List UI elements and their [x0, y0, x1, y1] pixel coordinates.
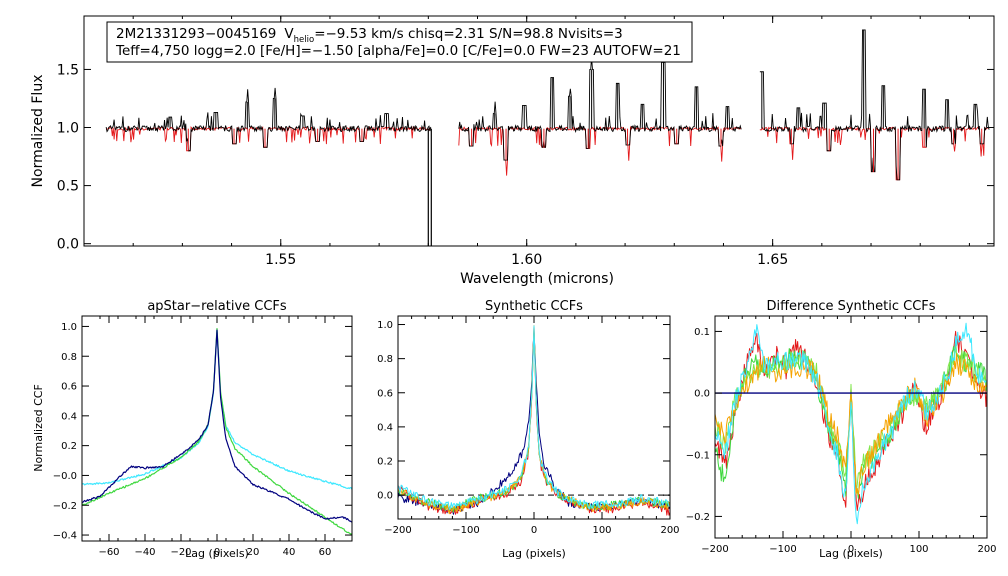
difference-ccf-x-axis-label: Lag (pixels) [819, 547, 883, 560]
synthetic-ccf-panel: −200 −100 0 100 200 0.0 0.2 0.4 0.6 0.8 1.0 Synthe… [377, 299, 679, 560]
y-tick-label: 0.1 [694, 327, 710, 338]
apstar-ccf-panel: −60 −40 −20 0 20 40 60 −0.4 −0.2 −0.0 0.2 0.4 0.6 0.8… [32, 299, 353, 560]
x-tick-label: 60 [319, 547, 332, 558]
x-tick-label: −100 [769, 544, 796, 555]
synthetic-ccf-title: Synthetic CCFs [485, 299, 583, 314]
x-tick-label: 0 [848, 544, 854, 555]
y-tick-label: −0.1 [686, 450, 710, 461]
apstar-ccf-y-axis-label: Normalized CCF [32, 384, 45, 472]
y-tick-label: 0.6 [61, 382, 77, 393]
apstar-ccf-traces [81, 327, 353, 535]
legend-star-id: 2M21331293−0045169 [116, 26, 276, 42]
apstar-ccf-title: apStar−relative CCFs [147, 299, 287, 314]
y-tick-label: 0.0 [694, 389, 710, 400]
spectrum-observed-line [105, 87, 432, 152]
x-tick-label: −60 [98, 547, 119, 558]
y-tick-label: −0.2 [53, 501, 77, 512]
spectrum-y-axis-label: Normalized Flux [30, 75, 46, 188]
x-tick-label: 1.55 [265, 252, 296, 268]
ccf-line-navy [81, 329, 353, 523]
legend-line-2: Teff=4,750 logg=2.0 [Fe/H]=−1.50 [alpha/… [115, 43, 681, 59]
synthetic-ccf-traces [397, 325, 671, 516]
difference-ccf-traces [714, 322, 988, 525]
y-tick-label: 0.5 [57, 179, 79, 195]
x-tick-label: 100 [909, 544, 928, 555]
y-tick-label: −0.0 [53, 471, 77, 482]
spectrum-legend: 2M21331293−0045169 Vhelio=−9.53 km/s chis… [106, 21, 693, 63]
y-tick-label: −0.2 [686, 512, 710, 523]
x-tick-label: 200 [660, 525, 679, 536]
y-tick-label: 0.2 [61, 441, 77, 452]
y-tick-label: 1.0 [377, 320, 393, 331]
x-tick-label: −40 [134, 547, 155, 558]
synthetic-ccf-x-axis-label: Lag (pixels) [502, 547, 566, 560]
y-tick-label: 0.4 [61, 411, 77, 422]
legend-v-label: V [284, 26, 294, 42]
y-tick-label: 1.0 [57, 121, 79, 137]
x-tick-label: 1.65 [757, 252, 788, 268]
ccf-line-cyan [714, 322, 988, 525]
ccf-line-lime [714, 349, 988, 493]
x-tick-label: −200 [384, 525, 411, 536]
difference-ccf-title: Difference Synthetic CCFs [766, 299, 935, 314]
y-tick-label: 0.2 [377, 457, 393, 468]
spectrum-ticks: 1.55 1.60 1.65 0.0 0.5 1.0 1.5 [57, 16, 994, 268]
x-tick-label: 1.60 [511, 252, 542, 268]
legend-v-subscript: helio [294, 35, 315, 45]
spectrum-panel: 1.55 1.60 1.65 0.0 0.5 1.0 1.5 Wavelength (mic… [30, 15, 995, 287]
apstar-ccf-x-axis-label: Lag (pixels) [185, 547, 249, 560]
spectrum-axes-frame [83, 15, 995, 247]
y-tick-label: 0.0 [57, 237, 79, 253]
x-tick-label: −100 [452, 525, 479, 536]
y-tick-label: 1.0 [61, 322, 77, 333]
y-tick-label: 0.4 [377, 422, 393, 433]
y-tick-label: 0.8 [61, 352, 77, 363]
y-tick-label: −0.4 [53, 531, 77, 542]
difference-ccf-ticks: −200 −100 0 100 200 −0.2 −0.1 0.0 0.1 [686, 316, 997, 555]
x-tick-label: 0 [214, 547, 220, 558]
y-tick-label: 0.6 [377, 388, 393, 399]
spectrum-traces [105, 29, 990, 246]
x-tick-label: 100 [592, 525, 611, 536]
apstar-ccf-ticks: −60 −40 −20 0 20 40 60 −0.4 −0.2 −0.0 0.2 0.4 0.6 0.8… [53, 316, 353, 558]
spectrum-x-axis-label: Wavelength (microns) [460, 271, 614, 287]
legend-line-1: 2M21331293−0045169 Vhelio=−9.53 km/s chis… [116, 26, 623, 45]
y-tick-label: 0.0 [377, 491, 393, 502]
y-tick-label: 0.8 [377, 354, 393, 365]
legend-v-value: =−9.53 km/s chisq=2.31 S/N=98.8 Nvisits=… [314, 26, 623, 42]
x-tick-label: −200 [701, 544, 728, 555]
ccf-line-green [81, 327, 353, 535]
x-tick-label: 40 [283, 547, 296, 558]
difference-ccf-panel: −200 −100 0 100 200 −0.2 −0.1 0.0 0.1 Difference… [686, 299, 997, 560]
y-tick-label: 1.5 [57, 62, 79, 78]
x-tick-label: 20 [247, 547, 260, 558]
x-tick-label: −20 [170, 547, 191, 558]
x-tick-label: 200 [977, 544, 996, 555]
x-tick-label: 0 [531, 525, 537, 536]
ccf-line-cyan [397, 325, 671, 510]
spectrum-legend-box [106, 21, 693, 63]
synthetic-ccf-ticks: −200 −100 0 100 200 0.0 0.2 0.4 0.6 0.8 1.0 [377, 316, 680, 536]
